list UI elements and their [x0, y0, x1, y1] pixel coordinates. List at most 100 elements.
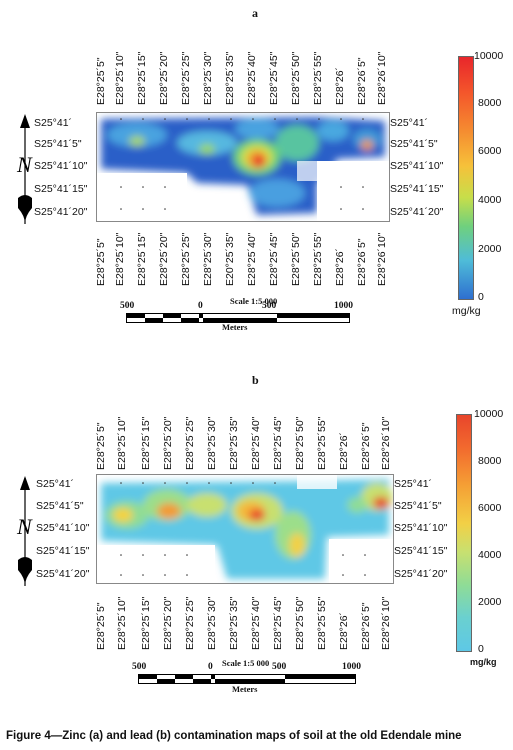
lon-tick: E28°26´10" [376, 232, 388, 286]
north-arrow-icon: N [12, 474, 38, 590]
lat-tick: S25°41´ [390, 117, 429, 129]
lon-tick: E28°25´15" [136, 232, 148, 286]
lat-tick: S25°41´20" [34, 206, 88, 218]
colorbar-tick: 0 [478, 291, 484, 303]
lon-tick: E28°25´10" [114, 232, 126, 286]
scale-label: 500 [132, 662, 147, 672]
zinc-contamination-map [96, 112, 390, 222]
lat-tick: S25°41´10" [390, 160, 444, 172]
lat-tick: S25°41´20" [394, 568, 448, 580]
lon-tick: E28°25´10" [116, 596, 128, 650]
lon-tick: E28°25´5" [95, 602, 107, 650]
lon-tick: E28°25´15" [140, 416, 152, 470]
scale-title: Scale 1:5 000 [230, 296, 278, 306]
lon-tick: E28°26´ [338, 431, 350, 470]
lon-tick: E28°25´20" [162, 416, 174, 470]
lon-tick: E28°25´30" [202, 51, 214, 105]
lon-tick: E28°26´10" [380, 416, 392, 470]
scale-unit: Meters [232, 684, 258, 694]
panel-a-letter: a [252, 6, 258, 20]
lat-tick: S25°41´15" [34, 183, 88, 195]
colorbar-tick: 0 [478, 643, 484, 655]
lon-tick: E28°25´40" [246, 51, 258, 105]
lon-tick: E28°26´ [338, 611, 350, 650]
lon-tick: E20°25´35" [224, 232, 236, 286]
lon-tick: E28°25´45" [268, 51, 280, 105]
scale-label: 500 [272, 662, 287, 672]
lon-tick: E28°25´30" [206, 596, 218, 650]
colorbar-tick: 2000 [478, 596, 502, 608]
scale-label: 0 [208, 662, 213, 672]
lon-tick: E28°26´5" [360, 602, 372, 650]
svg-text:N: N [16, 152, 33, 177]
lon-tick: E28°25´15" [136, 51, 148, 105]
lon-tick: E28°25´45" [272, 416, 284, 470]
lon-tick: E28°25´25" [184, 596, 196, 650]
lat-tick: S25°41´10" [34, 160, 88, 172]
colorbar-unit: mg/kg [452, 305, 481, 317]
lat-tick: S25°41´15" [394, 545, 448, 557]
colorbar-tick: 4000 [478, 194, 502, 206]
lon-tick: E28°25´50" [290, 232, 302, 286]
lon-tick: E28°25´50" [294, 596, 306, 650]
lon-tick: E28°25´55" [312, 51, 324, 105]
lon-tick: E28°25´55" [316, 596, 328, 650]
lat-tick: S25°41´5" [36, 500, 84, 512]
lon-tick: E28°25´35" [228, 416, 240, 470]
lon-tick: E28°26´10" [380, 596, 392, 650]
lat-tick: S25°41´5" [394, 500, 442, 512]
lon-tick: E28°26´5" [356, 57, 368, 105]
lon-tick: E28°26´ [334, 66, 346, 105]
lat-tick: S25°41´15" [390, 183, 444, 195]
figure-caption: Figure 4—Zinc (a) and lead (b) contamina… [6, 730, 462, 742]
north-arrow-icon: N [12, 112, 38, 228]
lat-tick: S25°41´10" [36, 522, 90, 534]
colorbar-tick: 4000 [478, 549, 502, 561]
lon-tick: E28°25´5" [95, 57, 107, 105]
scale-unit: Meters [222, 322, 248, 332]
lat-tick: S25°41´20" [390, 206, 444, 218]
scale-label: 1000 [334, 301, 353, 311]
svg-text:N: N [16, 514, 33, 539]
scale-label: 500 [262, 301, 277, 311]
colorbar-tick: 6000 [478, 502, 502, 514]
lat-tick: S25°41´ [34, 117, 73, 129]
lon-tick: E28°25´30" [202, 232, 214, 286]
scale-label: 0 [198, 301, 203, 311]
lon-tick: E28°25´50" [294, 416, 306, 470]
lat-tick: S25°41´5" [34, 138, 82, 150]
colorbar-tick: 10000 [474, 50, 504, 62]
lon-tick: E28°25´30" [206, 416, 218, 470]
lon-tick: E28°25´10" [114, 51, 126, 105]
colorbar-tick: 8000 [478, 97, 502, 109]
scale-bar [138, 674, 356, 684]
colorbar-tick: 10000 [474, 408, 504, 420]
lon-tick: E28°25´40" [250, 416, 262, 470]
lon-tick: E28°25´20" [158, 51, 170, 105]
lead-colorbar [456, 414, 472, 652]
lon-tick: E28°25´55" [316, 416, 328, 470]
scale-label: 500 [120, 301, 135, 311]
lon-tick: E28°25´10" [116, 416, 128, 470]
scale-title: Scale 1:5 000 [222, 658, 270, 668]
lon-tick: E28°25´20" [162, 596, 174, 650]
lon-tick: E28°26´5" [356, 238, 368, 286]
lon-tick: E28°25´55" [312, 232, 324, 286]
scale-label: 1000 [342, 662, 361, 672]
lat-tick: S25°41´ [36, 478, 75, 490]
lon-tick: E28°25´25" [184, 416, 196, 470]
colorbar-tick: 2000 [478, 243, 502, 255]
scale-bar [126, 313, 350, 323]
zinc-colorbar [458, 56, 474, 300]
lat-tick: S25°41´10" [394, 522, 448, 534]
lon-tick: E28°25´5" [95, 422, 107, 470]
lon-tick: E28°25´25" [180, 51, 192, 105]
colorbar-unit: mg/kg [470, 657, 497, 667]
lon-tick: E28°25´35" [228, 596, 240, 650]
lon-tick: E28°26´10" [376, 51, 388, 105]
lat-tick: S25°41´20" [36, 568, 90, 580]
lat-tick: S25°41´15" [36, 545, 90, 557]
lon-tick: E28°25´40" [246, 232, 258, 286]
lon-tick: E28°25´45" [268, 232, 280, 286]
lon-tick: E28°25´50" [290, 51, 302, 105]
